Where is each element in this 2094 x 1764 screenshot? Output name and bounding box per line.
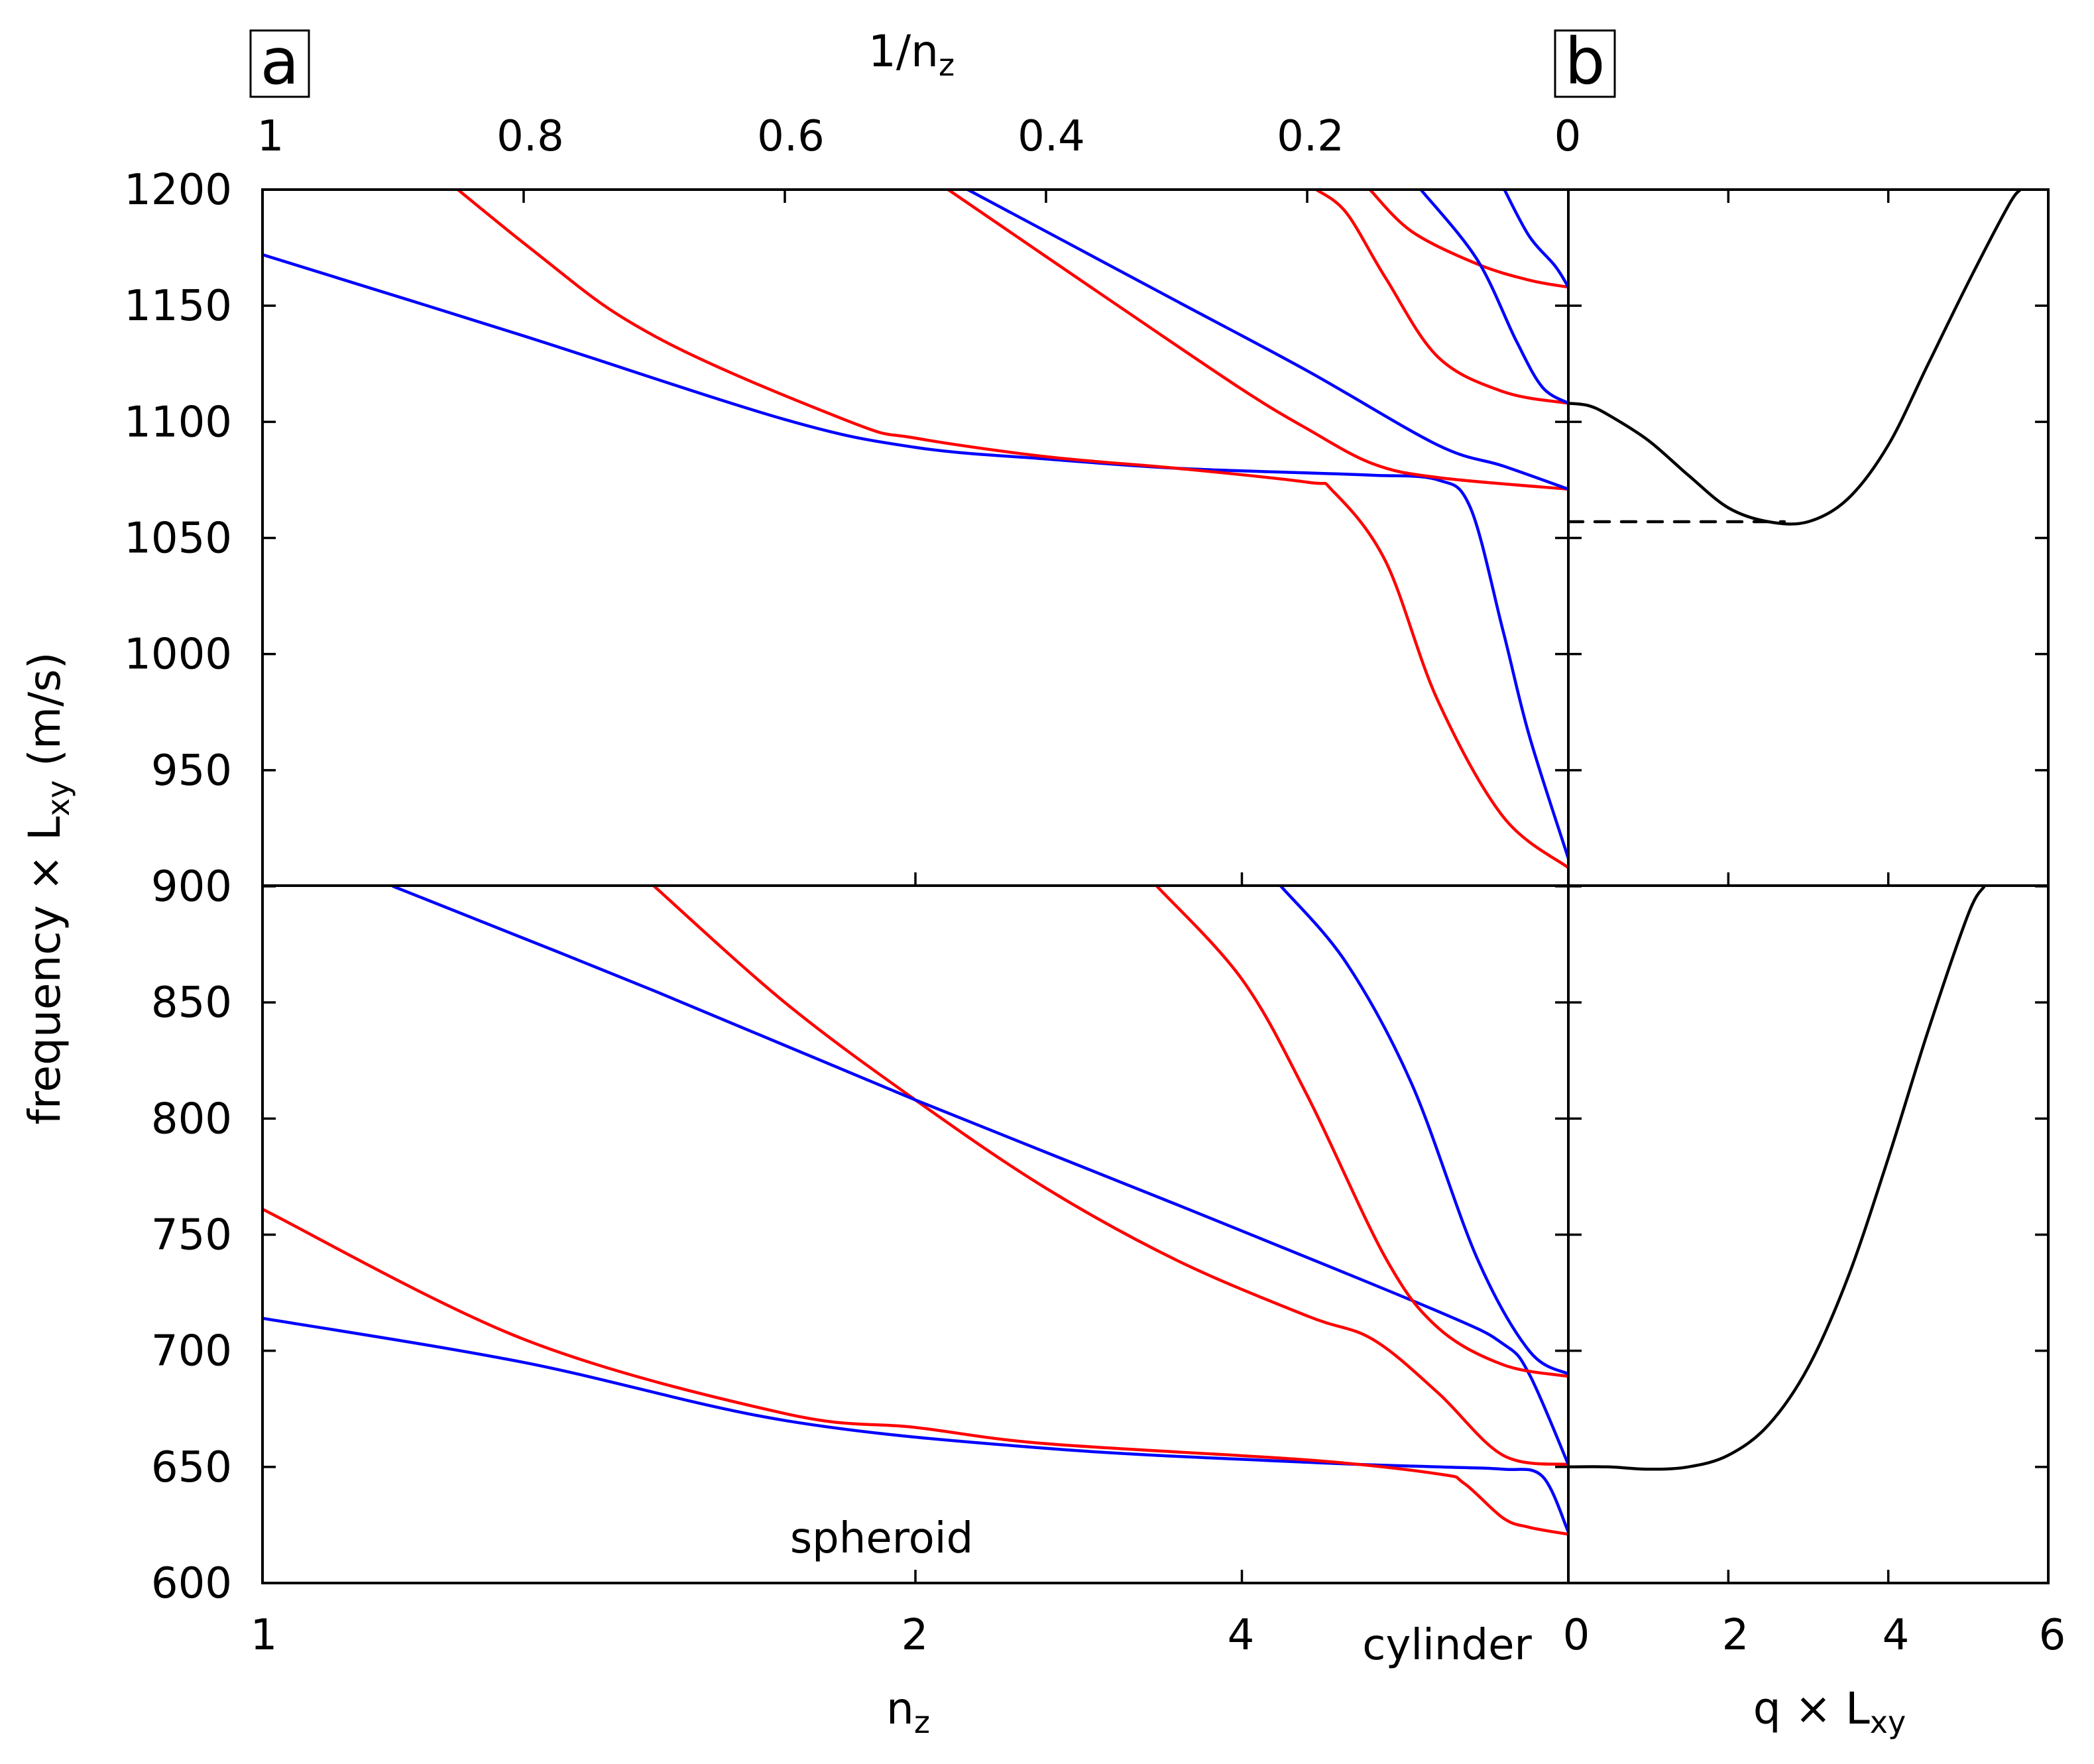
top-axis-title: 1/nz [868,26,955,83]
curve-upper-red-4 [1368,190,1568,289]
ytick-label-700: 700 [151,1327,232,1376]
ytick-label-800: 800 [151,1094,232,1144]
ytick-label-900: 900 [151,862,232,911]
ytick-label-850: 850 [151,978,232,1028]
curve-lower-blue-3 [1279,886,1568,1376]
ytick-label-650: 650 [151,1443,232,1492]
spheroid-annotation: spheroid [790,1514,973,1563]
ytick-label-1050: 1050 [124,514,232,563]
b-xtick-0: 0 [1563,1611,1590,1660]
top-tick-0.2: 0.2 [1277,112,1344,161]
curve-upper-red-3 [1314,190,1568,405]
panel-label-b: b [1565,25,1605,99]
ytick-label-1100: 1100 [124,398,232,447]
panel-label-a: a [261,25,300,99]
bottom-tick-1: 1 [251,1611,278,1660]
top-tick-0: 0 [1554,112,1582,161]
curve-lower-dispersion [1568,886,1986,1471]
panel-label-b-box [1554,29,1616,98]
curve-lower-red-2 [652,886,1568,1466]
curve-upper-blue-2 [966,190,1568,491]
curve-upper-red-2 [947,190,1568,491]
bottom-tick-2: 2 [902,1611,929,1660]
curve-lower-blue-1 [262,1317,1568,1534]
curve-upper-dispersion [1568,190,2022,526]
curve-upper-blue-3 [1419,190,1568,405]
bottom-axis-title-b: q × Lxy [1753,1683,1906,1740]
ytick-label-950: 950 [151,746,232,795]
curve-upper-blue-1 [262,253,1568,860]
top-tick-0.4: 0.4 [1018,112,1085,161]
b-xtick-6: 6 [2039,1611,2066,1660]
curve-lower-red-1 [262,1207,1568,1536]
top-tick-1: 1 [257,112,284,161]
cylinder-annotation: cylinder [1362,1621,1532,1670]
panel-a-curves [262,190,1568,1536]
curve-lower-blue-2 [391,886,1568,1466]
top-tick-0.6: 0.6 [757,112,825,161]
b-xtick-2: 2 [1722,1611,1749,1660]
panel-label-a-box [249,29,310,98]
ytick-label-1150: 1150 [124,282,232,331]
b-xtick-4: 4 [1883,1611,1910,1660]
y-axis-title: frequency × Lxy (m/s) [19,652,76,1125]
ytick-label-600: 600 [151,1559,232,1608]
ytick-label-750: 750 [151,1211,232,1260]
bottom-tick-4: 4 [1228,1611,1255,1660]
bottom-axis-title-a: nz [886,1683,930,1740]
curve-upper-blue-4 [1503,190,1568,289]
curve-upper-red-1 [455,190,1568,870]
ytick-label-1200: 1200 [124,166,232,215]
panel-b-curves [1568,190,2022,1471]
ytick-label-1000: 1000 [124,630,232,679]
top-tick-0.8: 0.8 [496,112,564,161]
curve-lower-red-3 [1155,886,1568,1378]
